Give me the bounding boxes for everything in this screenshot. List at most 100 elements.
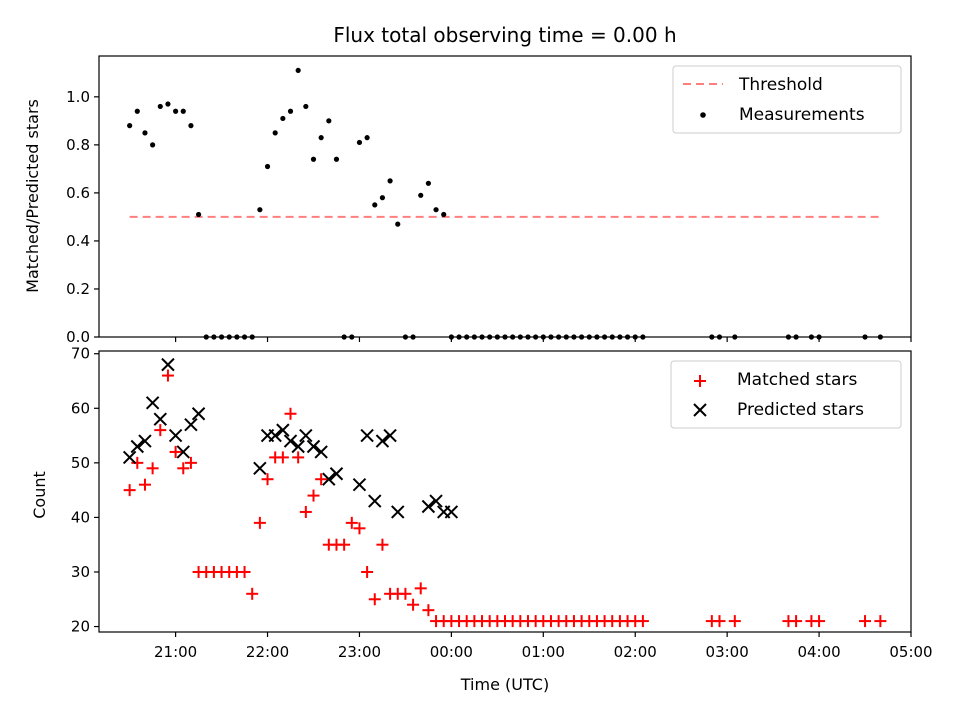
x-tick-label: 01:00 xyxy=(522,643,565,661)
measurement-point xyxy=(816,334,822,340)
matched-star-point xyxy=(161,369,174,382)
top-y-tick-label: 0.8 xyxy=(66,136,90,154)
measurements-legend-label: Measurements xyxy=(739,105,865,125)
matched-star-point xyxy=(790,615,803,628)
measurement-point xyxy=(441,211,447,218)
threshold-legend-label: Threshold xyxy=(738,75,823,95)
predicted-star-point xyxy=(191,407,206,421)
measurement-point xyxy=(479,334,485,340)
measurement-point xyxy=(487,334,493,340)
predicted-star-point xyxy=(138,434,152,448)
matched-star-point xyxy=(376,538,389,551)
measurement-point xyxy=(157,103,163,110)
predicted-star-point xyxy=(153,412,167,426)
bottom-y-tick-label: 20 xyxy=(71,618,90,636)
measurement-point xyxy=(395,221,401,227)
measurement-point xyxy=(456,334,462,340)
x-axis-label: Time (UTC) xyxy=(460,675,549,694)
bottom-y-tick-label: 40 xyxy=(71,508,90,526)
measurement-point xyxy=(280,115,286,122)
matched-star-point xyxy=(131,456,144,469)
measurement-point xyxy=(418,192,424,198)
matched-star-point xyxy=(184,456,197,469)
predicted-star-point xyxy=(421,499,436,514)
bottom-y-ticks: 20 30 40 50 60 70 xyxy=(71,345,99,636)
bottom-y-tick-label: 50 xyxy=(71,454,90,472)
measurement-point xyxy=(793,334,799,340)
matched-star-point xyxy=(728,615,741,628)
measurement-point xyxy=(218,334,225,340)
top-panel: Flux total observing time = 0.00 h Match… xyxy=(23,23,912,346)
matched-star-point xyxy=(353,522,366,535)
matched-star-point xyxy=(315,473,328,486)
measurement-point xyxy=(586,334,592,340)
measurement-point xyxy=(579,334,585,340)
measurement-point xyxy=(249,334,255,340)
bottom-legend: Matched stars Predicted stars xyxy=(670,360,902,429)
matched-star-point xyxy=(253,516,266,529)
x-tick-label: 03:00 xyxy=(706,643,749,661)
matched-star-point xyxy=(422,604,435,617)
matched-star-point xyxy=(361,565,374,578)
matched-star-point xyxy=(407,598,420,611)
bottom-panel: Count Time (UTC) 20 30 40 50 60 70 21:00 22:00… xyxy=(30,345,933,694)
predicted-star-point xyxy=(299,428,313,443)
x-tick-label: 22:00 xyxy=(246,643,289,661)
measurement-point xyxy=(808,334,815,340)
matched-star-point xyxy=(338,538,351,551)
x-tick-label: 02:00 xyxy=(614,643,657,661)
x-tick-label: 04:00 xyxy=(797,643,840,661)
measurement-point xyxy=(173,108,179,114)
measurement-point xyxy=(448,334,454,340)
measurement-point xyxy=(709,334,715,340)
top-y-ticks: 0.0 0.2 0.4 0.6 0.8 1.0 xyxy=(66,88,99,346)
measurement-point xyxy=(494,334,500,340)
measurement-point xyxy=(211,334,217,340)
measurement-point xyxy=(510,334,516,340)
top-y-tick-label: 0.6 xyxy=(66,184,90,202)
matched-star-point xyxy=(368,593,381,606)
matched-star-point xyxy=(299,505,312,518)
x-tick-label: 05:00 xyxy=(889,643,932,661)
predicted-star-point xyxy=(268,428,282,443)
top-y-tick-label: 0.2 xyxy=(66,280,90,298)
measurement-point xyxy=(632,334,638,340)
predicted-star-point xyxy=(306,439,321,454)
measurement-point xyxy=(287,108,294,114)
matched-star-point xyxy=(713,615,726,628)
measurement-point xyxy=(425,180,431,186)
top-y-tick-label: 0.0 xyxy=(66,328,90,346)
predicted-star-point xyxy=(276,423,290,437)
measurement-point xyxy=(624,334,631,340)
measurement-point xyxy=(257,207,263,213)
measurement-point xyxy=(272,130,278,136)
chart-title: Flux total observing time = 0.00 h xyxy=(333,23,676,47)
predicted-star-point xyxy=(352,477,367,492)
matched-star-point xyxy=(399,587,412,600)
measurements-legend-swatch xyxy=(700,112,706,118)
matched-star-point xyxy=(874,615,887,628)
top-legend: Threshold Measurements xyxy=(672,65,902,134)
bottom-plot-frame xyxy=(98,350,912,633)
predicted-star-point xyxy=(329,467,344,481)
measurement-point xyxy=(563,334,569,340)
matched-star-point xyxy=(859,615,872,628)
measurement-point xyxy=(601,334,608,340)
predicted-star-point xyxy=(383,428,397,443)
matched-legend-label: Matched stars xyxy=(737,370,857,390)
measurement-point xyxy=(341,334,347,340)
predicted-star-point xyxy=(375,434,390,448)
measurement-point xyxy=(379,195,386,201)
measurement-point xyxy=(142,130,148,136)
matched-star-point xyxy=(238,565,251,578)
measurement-point xyxy=(525,334,531,340)
matched-star-point xyxy=(345,516,358,529)
measurement-point xyxy=(127,123,133,129)
measurement-point xyxy=(356,139,363,146)
matched-star-point xyxy=(246,587,259,600)
predicted-star-point xyxy=(314,445,328,459)
measurement-point xyxy=(333,156,340,162)
measurement-point xyxy=(195,211,202,218)
predicted-star-point xyxy=(130,439,145,454)
